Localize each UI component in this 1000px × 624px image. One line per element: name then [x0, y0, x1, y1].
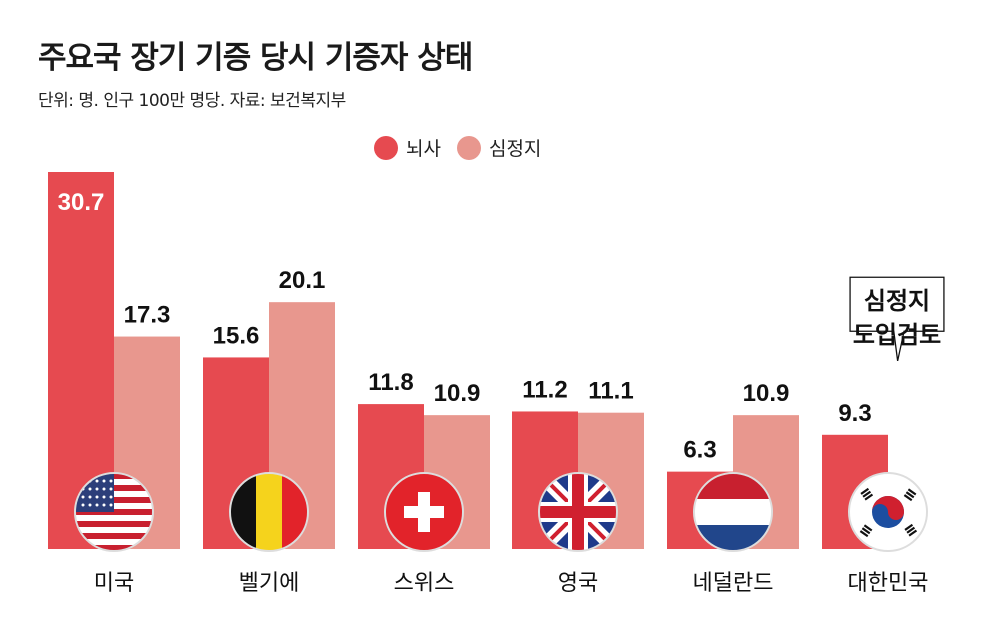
data-label: 17.3 [124, 302, 171, 329]
flag-uk-icon [538, 472, 618, 552]
legend: 뇌사 심정지 [374, 134, 557, 161]
flag-netherlands-icon [693, 472, 773, 552]
category-label: 네덜란드 [693, 571, 774, 596]
data-label: 6.3 [683, 437, 716, 464]
data-label: 10.9 [743, 380, 790, 407]
category-label: 스위스 [394, 571, 455, 596]
data-label: 9.3 [838, 400, 871, 427]
category-label: 미국 [94, 571, 134, 596]
legend-label-cardiac: 심정지 [488, 138, 542, 160]
flag-korea-icon [848, 472, 928, 552]
flag-belgium-icon [229, 472, 309, 552]
category-label: 영국 [558, 571, 598, 596]
annotation-bubble [849, 276, 945, 361]
category-label: 벨기에 [239, 571, 300, 596]
legend-swatch-brain [374, 135, 398, 160]
chart-title: 주요국 장기 기증 당시 기증자 상태 [38, 40, 473, 76]
annotation-line2: 도입검토 [852, 321, 942, 349]
flag-usa-icon [74, 472, 154, 552]
data-label: 20.1 [279, 267, 326, 294]
data-label: 15.6 [213, 322, 260, 349]
data-label: 11.8 [368, 369, 413, 396]
chart-subtitle: 단위: 명. 인구 100만 명당. 자료: 보건복지부 [38, 91, 346, 111]
data-label: 11.2 [522, 376, 567, 403]
annotation-line1: 심정지 [863, 287, 931, 315]
flag-switzerland-icon [384, 472, 464, 552]
category-label: 대한민국 [848, 571, 929, 596]
annotation-text: 심정지 도입검토 [822, 284, 972, 352]
data-label: 11.1 [588, 378, 633, 405]
data-label: 30.7 [58, 189, 105, 216]
legend-swatch-cardiac [456, 135, 481, 160]
data-label: 10.9 [434, 380, 481, 407]
legend-label-brain: 뇌사 [406, 138, 441, 160]
